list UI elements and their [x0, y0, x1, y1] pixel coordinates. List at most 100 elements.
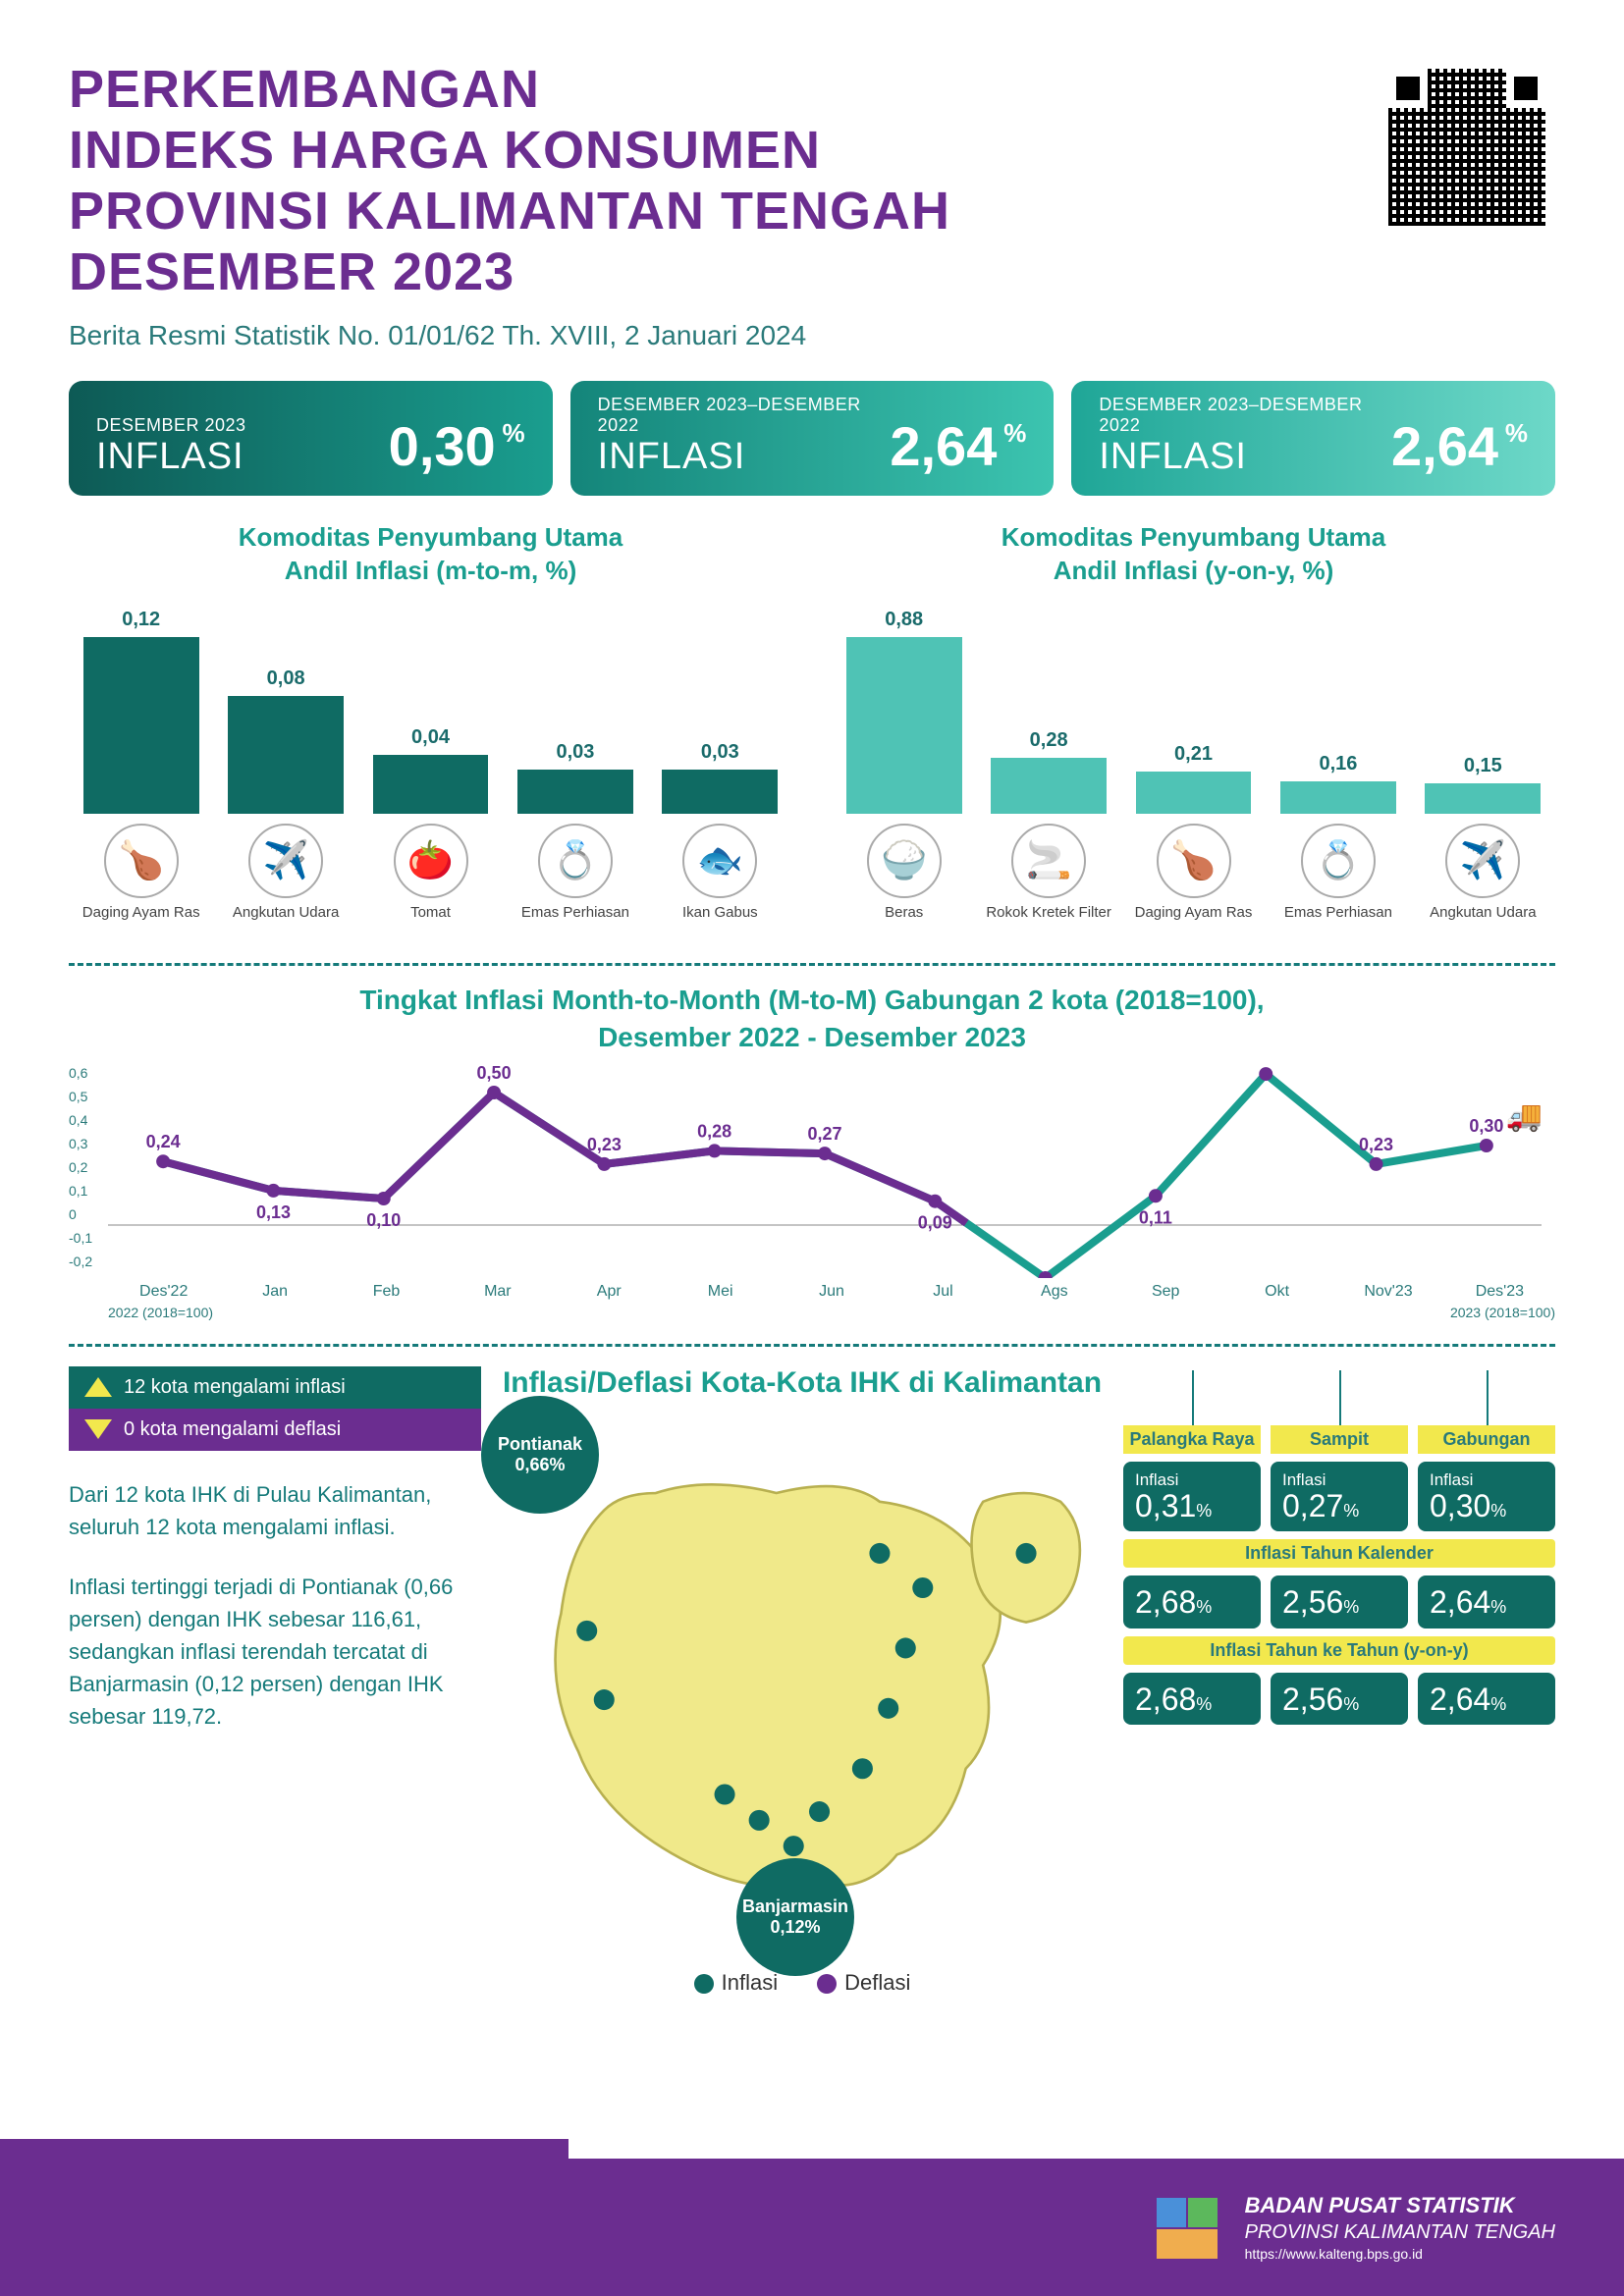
- commodity-item: 🚬 Rokok Kretek Filter: [976, 824, 1120, 939]
- row-yoy: 2,68%2,56%2,64%: [1123, 1673, 1555, 1725]
- title-line-1: PERKEMBANGAN: [69, 60, 540, 119]
- bar-value-label: 0,28: [1030, 729, 1068, 752]
- pill-period: DESEMBER 2023–DESEMBER 2022: [598, 395, 891, 436]
- footer-text: BADAN PUSAT STATISTIK PROVINSI KALIMANTA…: [1245, 2192, 1555, 2264]
- footer: BADAN PUSAT STATISTIK PROVINSI KALIMANTA…: [0, 2159, 1624, 2296]
- bar-value-label: 0,03: [556, 741, 594, 764]
- bps-logo-icon: [1147, 2188, 1225, 2267]
- bar-item: 0,04: [358, 726, 503, 814]
- footer-accent: [0, 2139, 1624, 2159]
- bar-item: 0,03: [648, 741, 792, 814]
- bar-value-label: 0,08: [267, 667, 305, 690]
- bar-rect: [1425, 783, 1541, 814]
- bar-title-right: Komoditas Penyumbang UtamaAndil Inflasi …: [832, 521, 1555, 588]
- note-left: 2022 (2018=100): [108, 1305, 213, 1320]
- line-chart-title: Tingkat Inflasi Month-to-Month (M-to-M) …: [69, 982, 1555, 1056]
- commodity-label: Ikan Gabus: [682, 904, 758, 939]
- map-paragraph-1: Dari 12 kota IHK di Pulau Kalimantan, se…: [69, 1478, 481, 1543]
- subtitle: Berita Resmi Statistik No. 01/01/62 Th. …: [69, 320, 950, 351]
- bar-item: 0,08: [213, 667, 357, 814]
- x-label: Mar: [442, 1283, 553, 1301]
- pill-period: DESEMBER 2023–DESEMBER 2022: [1099, 395, 1391, 436]
- commodity-icon: 🍚: [867, 824, 942, 898]
- commodity-label: Rokok Kretek Filter: [986, 904, 1111, 939]
- row-inflasi: Inflasi0,31%Inflasi0,27%Inflasi0,30%: [1123, 1462, 1555, 1532]
- commodity-icon: 💍: [538, 824, 613, 898]
- bar-charts: Komoditas Penyumbang UtamaAndil Inflasi …: [69, 521, 1555, 939]
- line-chart-svg: 0,240,130,100,500,230,280,270,09-0,200,1…: [108, 1066, 1542, 1278]
- city-cell: 2,64%: [1418, 1575, 1555, 1628]
- svg-text:0,50: 0,50: [477, 1066, 512, 1083]
- commodity-item: 💍 Emas Perhiasan: [1266, 824, 1410, 939]
- city-cell: 2,64%: [1418, 1673, 1555, 1725]
- callout-pontianak: Pontianak 0,66%: [481, 1396, 599, 1514]
- commodity-label: Tomat: [410, 904, 451, 939]
- commodity-icon: 💍: [1301, 824, 1376, 898]
- commodity-item: 🍅 Tomat: [358, 824, 503, 939]
- deflasi-dot-icon: [817, 1974, 837, 1994]
- svg-text:0,11: 0,11: [1139, 1207, 1172, 1227]
- note-right: 2023 (2018=100): [1450, 1305, 1555, 1320]
- bar-value-label: 0,21: [1174, 743, 1213, 766]
- footer-url: https://www.kalteng.bps.go.id: [1245, 2245, 1555, 2263]
- svg-text:0,23: 0,23: [587, 1134, 622, 1153]
- commodity-label: Angkutan Udara: [233, 904, 339, 939]
- svg-text:0,24: 0,24: [146, 1132, 181, 1151]
- triangle-down-icon: [84, 1419, 112, 1439]
- x-label: Apr: [554, 1283, 665, 1301]
- city-cell: 2,68%: [1123, 1673, 1261, 1725]
- x-label: Des'22: [108, 1283, 219, 1301]
- footer-org: BADAN PUSAT STATISTIK: [1245, 2192, 1555, 2220]
- commodity-icon: 🚬: [1011, 824, 1086, 898]
- callout-banjarmasin: Banjarmasin 0,12%: [736, 1858, 854, 1976]
- city-cell: 2,68%: [1123, 1575, 1261, 1628]
- pill-metric: INFLASI: [96, 436, 246, 478]
- divider: [69, 1344, 1555, 1347]
- bar-item: 0,12: [69, 609, 213, 814]
- x-label: Sep: [1110, 1283, 1221, 1301]
- pill-ytd: DESEMBER 2023–DESEMBER 2022 INFLASI 2,64…: [570, 381, 1055, 496]
- commodity-item: 🐟 Ikan Gabus: [648, 824, 792, 939]
- x-label: Feb: [331, 1283, 442, 1301]
- city-cell: Inflasi0,30%: [1418, 1462, 1555, 1532]
- label-kalender: Inflasi Tahun Kalender: [1123, 1539, 1555, 1568]
- commodity-item: 🍗 Daging Ayam Ras: [1121, 824, 1266, 939]
- inflasi-dot-icon: [694, 1974, 714, 1994]
- x-label: Jul: [888, 1283, 999, 1301]
- commodity-icon: 🍗: [1157, 824, 1231, 898]
- pill-value: 2,64%: [890, 414, 1026, 478]
- stat-pills: DESEMBER 2023 INFLASI 0,30% DESEMBER 202…: [69, 381, 1555, 496]
- map-left-panel: 12 kota mengalami inflasi 0 kota mengala…: [69, 1366, 481, 1996]
- commodity-label: Angkutan Udara: [1430, 904, 1536, 939]
- commodity-icon: ✈️: [248, 824, 323, 898]
- city-cell: 2,56%: [1271, 1575, 1408, 1628]
- header: PERKEMBANGAN INDEKS HARGA KONSUMEN PROVI…: [69, 59, 1555, 351]
- title-block: PERKEMBANGAN INDEKS HARGA KONSUMEN PROVI…: [69, 59, 950, 351]
- bar-rect: [1280, 781, 1396, 814]
- svg-text:0,10: 0,10: [366, 1210, 401, 1230]
- bar-value-label: 0,16: [1319, 753, 1357, 775]
- divider: [69, 963, 1555, 966]
- bar-rect: [517, 770, 633, 814]
- pill-value: 0,30%: [389, 414, 525, 478]
- commodity-label: Emas Perhiasan: [521, 904, 629, 939]
- commodity-label: Emas Perhiasan: [1284, 904, 1392, 939]
- svg-text:0,09: 0,09: [918, 1212, 952, 1232]
- bar-rect: [846, 637, 962, 814]
- line-chart: 0,60,50,40,30,20,10-0,1-0,2 0,240,130,10…: [69, 1066, 1555, 1320]
- svg-text:0,30: 0,30: [1469, 1116, 1503, 1136]
- city-cell: 2,56%: [1271, 1673, 1408, 1725]
- bar-title-left: Komoditas Penyumbang UtamaAndil Inflasi …: [69, 521, 792, 588]
- bar-item: 0,28: [976, 729, 1120, 814]
- svg-text:0,13: 0,13: [256, 1201, 291, 1221]
- city-headers: Palangka Raya Sampit Gabungan: [1123, 1425, 1555, 1454]
- x-axis: Des'22JanFebMarAprMeiJunJulAgsSepOktNov'…: [108, 1283, 1555, 1301]
- city-cell: Inflasi0,27%: [1271, 1462, 1408, 1532]
- page-title: PERKEMBANGAN INDEKS HARGA KONSUMEN PROVI…: [69, 59, 950, 302]
- pill-period: DESEMBER 2023: [96, 415, 246, 436]
- map-center: Inflasi/Deflasi Kota-Kota IHK di Kaliman…: [501, 1366, 1104, 1996]
- bar-item: 0,16: [1266, 753, 1410, 814]
- commodity-label: Beras: [885, 904, 923, 939]
- bar-item: 0,03: [503, 741, 647, 814]
- footer-province: PROVINSI KALIMANTAN TENGAH: [1245, 2219, 1555, 2245]
